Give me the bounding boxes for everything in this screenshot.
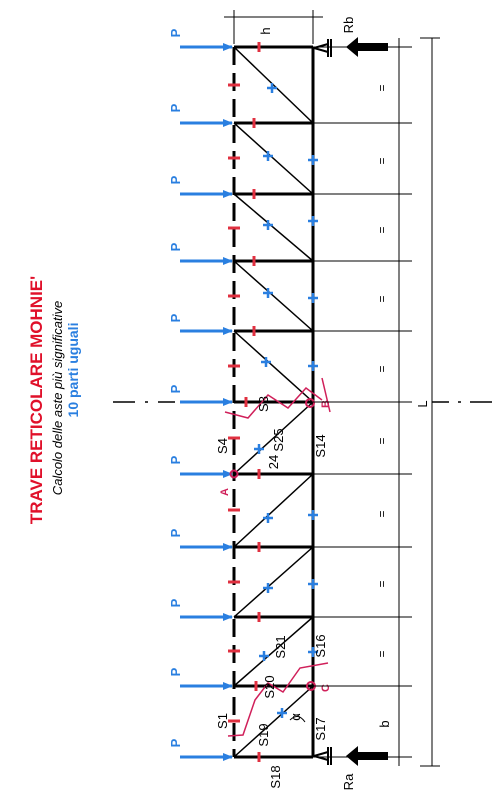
section-cuts: [224, 377, 331, 737]
label-s16: S16: [313, 634, 328, 657]
load-arrows: [180, 43, 233, 761]
label-s21: S21: [273, 635, 288, 658]
supports: [310, 39, 332, 765]
label-s18: S18: [268, 765, 283, 788]
load-label: P: [168, 313, 183, 322]
point-a: [229, 469, 239, 479]
dim-h: [224, 10, 323, 44]
label-s24: 24: [266, 455, 281, 469]
label-s14: S14: [313, 434, 328, 457]
point-b: [305, 398, 315, 408]
svg-text:=: =: [375, 157, 389, 164]
reaction-top-label: Rb: [341, 17, 356, 34]
note: 10 parti uguali: [65, 323, 81, 418]
load-label: P: [168, 103, 183, 112]
section-point-labels: A B C: [219, 400, 332, 692]
label-s3: S3: [256, 396, 271, 412]
load-label: P: [168, 455, 183, 464]
load-label: P: [168, 28, 183, 37]
dim-h-label: h: [258, 27, 273, 34]
svg-text:=: =: [375, 437, 389, 444]
label-point-c: C: [320, 684, 332, 692]
label-point-b: B: [320, 400, 332, 408]
compression-markers: [228, 42, 261, 762]
support-top: [310, 42, 329, 54]
tension-markers: [254, 83, 318, 718]
label-s25: S25: [271, 428, 286, 451]
svg-text:=: =: [375, 295, 389, 302]
label-point-a: A: [219, 488, 231, 496]
load-label: P: [168, 667, 183, 676]
load-label: P: [168, 738, 183, 747]
svg-text:=: =: [375, 226, 389, 233]
load-label: P: [168, 175, 183, 184]
svg-text:=: =: [375, 650, 389, 657]
dim-b-label: b: [377, 720, 392, 727]
svg-text:=: =: [375, 510, 389, 517]
reaction-bottom-label: Ra: [341, 773, 356, 790]
subtitle: Calcolo delle aste più significative: [50, 301, 65, 495]
equal-signs: = = = = = = = = =: [375, 84, 389, 657]
alpha-arc: [289, 716, 306, 723]
svg-text:=: =: [375, 580, 389, 587]
load-label: P: [168, 528, 183, 537]
label-s17: S17: [313, 717, 328, 740]
support-bottom: [310, 750, 329, 762]
dim-L-label: L: [415, 400, 430, 407]
load-label: P: [168, 598, 183, 607]
svg-text:=: =: [375, 365, 389, 372]
title: TRAVE RETICOLARE MOHNIE': [27, 276, 46, 524]
label-s19: S19: [256, 723, 271, 746]
diagonals: [233, 46, 314, 758]
label-s4: S4: [215, 438, 230, 454]
load-label: P: [168, 242, 183, 251]
label-s20: S20: [262, 675, 277, 698]
load-label: P: [168, 384, 183, 393]
bar-labels: S1 S3 S4 S14 S16 S17 S18 S19 S20 S21 24 …: [215, 396, 328, 789]
svg-text:=: =: [375, 84, 389, 91]
load-labels: P P P P P P P P P P P: [168, 28, 183, 747]
label-s1: S1: [215, 713, 230, 729]
